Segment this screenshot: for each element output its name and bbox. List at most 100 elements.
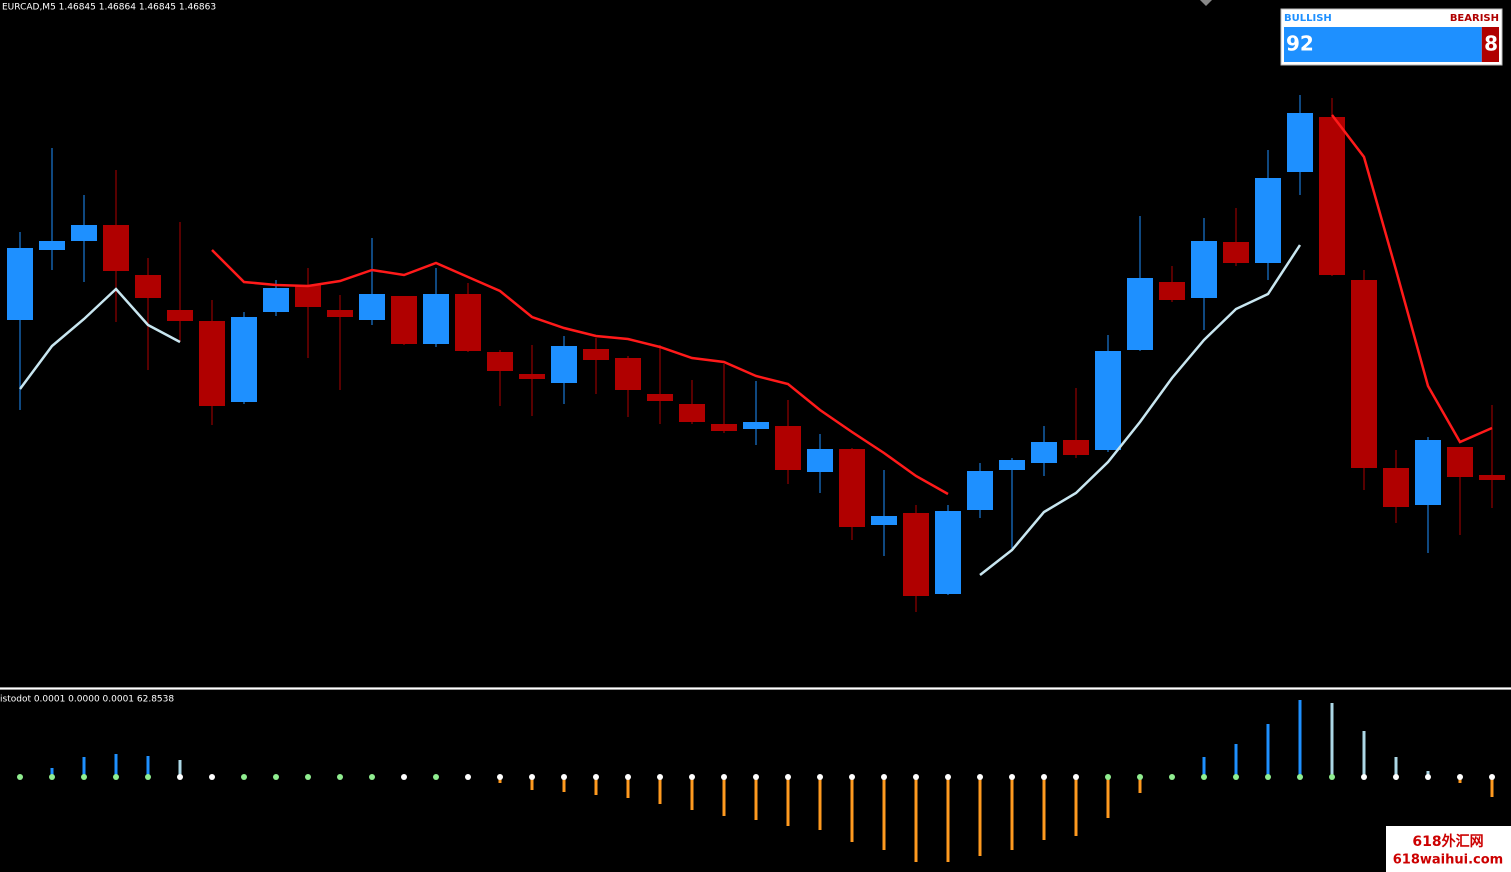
signal-dot [1137,774,1143,780]
signal-dot [1457,774,1463,780]
candle-body [743,422,769,429]
signal-dot [241,774,247,780]
signal-dot [1009,774,1015,780]
moving-average [211,249,949,496]
candle-body [1223,242,1249,263]
candle-body [39,241,65,250]
signal-dot [657,774,663,780]
signal-dot [401,774,407,780]
candle-body [295,285,321,307]
candle-body [263,288,289,312]
signal-dot [1361,774,1367,780]
moving-average [18,287,181,390]
bear-value: 8 [1484,32,1498,56]
candle-body [1191,241,1217,298]
candle-body [647,394,673,401]
signal-dot [785,774,791,780]
candle-body [423,294,449,344]
indicator-title: istodot 0.0001 0.0000 0.0001 62.8538 [0,695,174,705]
signal-dot [913,774,919,780]
candle-body [1351,280,1377,468]
candle-body [1415,440,1441,505]
candle-body [1447,447,1473,477]
bear-bar [1481,27,1499,62]
signal-dot [49,774,55,780]
candle-body [679,404,705,422]
candle-body [999,460,1025,470]
signal-dot [465,774,471,780]
candle-body [871,516,897,525]
candle-body [1063,440,1089,455]
candle-body [135,275,161,298]
signal-dot [433,774,439,780]
signal-dot [337,774,343,780]
candle-body [7,248,33,320]
signal-dot [593,774,599,780]
signal-dot [209,774,215,780]
moving-average [979,244,1302,576]
signal-dot [1265,774,1271,780]
candle-body [487,352,513,371]
signal-dot [497,774,503,780]
candle-body [1287,113,1313,172]
candle-body [327,310,353,317]
candle-body [615,358,641,390]
candle-body [711,424,737,431]
candle-body [1095,351,1121,450]
signal-dot [625,774,631,780]
candle-body [1319,117,1345,275]
signal-dot [305,774,311,780]
candle-body [1127,278,1153,350]
signal-dot [977,774,983,780]
signal-dot [753,774,759,780]
signal-dot [1425,774,1431,780]
signal-dot [177,774,183,780]
signal-dot [81,774,87,780]
candle-body [1159,282,1185,300]
candle-body [1479,475,1505,480]
signal-dot [1393,774,1399,780]
watermark: 618外汇网 [1412,833,1483,850]
bull-label: BULLISH [1284,13,1332,24]
candle-body [455,294,481,351]
signal-dot [945,774,951,780]
signal-dot [1105,774,1111,780]
watermark-box [1386,826,1511,872]
signal-dot [881,774,887,780]
signal-dot [113,774,119,780]
scroll-marker [1200,0,1212,6]
candle-body [775,426,801,470]
signal-dot [1297,774,1303,780]
candle-body [103,225,129,271]
chart-title: EURCAD,M5 1.46845 1.46864 1.46845 1.4686… [2,3,216,13]
signal-dot [1329,774,1335,780]
signal-dot [1489,774,1495,780]
moving-average [1331,114,1493,444]
signal-dot [849,774,855,780]
candle-body [231,317,257,402]
watermark: 618waihui.com [1393,853,1503,868]
candle-body [1255,178,1281,263]
bull-bar [1284,27,1482,62]
signal-dot [1041,774,1047,780]
candle-body [807,449,833,472]
candle-body [71,225,97,241]
candle-body [935,511,961,594]
gauge: BULLISH BEARISH 92 8 [1280,8,1503,66]
candle-body [967,471,993,510]
signal-dot [1169,774,1175,780]
signal-dot [561,774,567,780]
candle-body [1031,442,1057,463]
signal-dot [1073,774,1079,780]
signal-dot [369,774,375,780]
candle-body [583,349,609,360]
signal-dot [1201,774,1207,780]
candle-body [199,321,225,406]
candle-body [519,374,545,379]
bear-label: BEARISH [1450,13,1499,24]
candle-body [359,294,385,320]
candle-body [167,310,193,321]
signal-dot [17,774,23,780]
signal-dot [689,774,695,780]
